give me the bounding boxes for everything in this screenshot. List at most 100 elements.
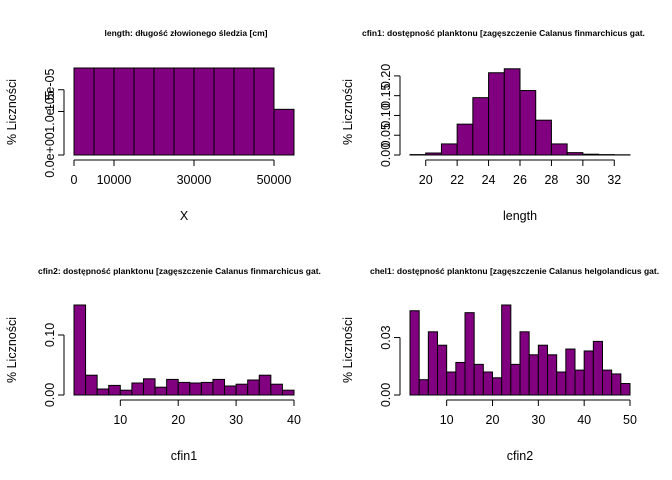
y-tick-label: 0.0e+00 xyxy=(43,132,57,178)
histogram-bar xyxy=(472,97,490,156)
x-tick-label: 50 xyxy=(623,413,637,427)
histogram-panel-4: chel1: dostępność planktonu [zagęszczeni… xyxy=(341,266,659,463)
histogram-bar xyxy=(510,363,521,396)
y-axis-label: % Liczności xyxy=(341,317,355,383)
histogram-bar xyxy=(464,312,475,396)
histogram-bar xyxy=(566,152,584,156)
histogram-bar xyxy=(173,67,195,156)
x-tick-label: 20 xyxy=(419,173,433,187)
y-tick-label: 1.0e-05 xyxy=(43,90,57,132)
histogram-bar xyxy=(131,382,144,396)
histogram-bar xyxy=(611,373,622,396)
histogram-bar xyxy=(73,304,87,396)
histogram-bar xyxy=(213,67,235,156)
x-tick-label: 24 xyxy=(482,173,496,187)
panel-title: cfin2: dostępność planktonu [zagęszczeni… xyxy=(38,266,321,276)
histogram-bar xyxy=(501,304,512,396)
x-tick-label: 50000 xyxy=(257,173,292,187)
x-tick-label: 10 xyxy=(440,413,454,427)
y-tick-label: 1.5e-05 xyxy=(43,69,57,111)
x-tick-label: 10000 xyxy=(97,173,132,187)
histogram-bar xyxy=(93,67,115,156)
histogram-bar xyxy=(456,123,474,156)
histogram-bar xyxy=(592,340,603,396)
histogram-bar xyxy=(582,153,600,156)
y-axis-label: % Liczności xyxy=(5,317,19,383)
x-tick-label: 20 xyxy=(486,413,500,427)
histogram-bar xyxy=(281,389,295,396)
histogram-bar xyxy=(440,143,458,156)
histogram-bar xyxy=(119,389,133,396)
histogram-bar xyxy=(482,371,494,396)
y-tick-label: 0.00 xyxy=(379,383,393,407)
histogram-bar xyxy=(113,67,135,156)
histogram-bar xyxy=(224,385,237,396)
histogram-bar xyxy=(409,310,420,396)
histogram-bar xyxy=(425,152,442,156)
x-axis-label: X xyxy=(180,209,189,223)
x-tick-label: 30 xyxy=(229,413,243,427)
histogram-bar xyxy=(446,371,457,396)
histogram-bar xyxy=(153,67,175,156)
histogram-bar xyxy=(535,119,552,156)
histogram-bar xyxy=(437,344,448,396)
histogram-bar xyxy=(253,67,275,156)
x-tick-label: 40 xyxy=(577,413,591,427)
histogram-bar xyxy=(166,378,179,396)
histogram-bar xyxy=(574,369,585,396)
histogram-bar xyxy=(270,383,283,396)
y-tick-label: 0.00 xyxy=(43,383,57,407)
x-tick-label: 22 xyxy=(450,173,464,187)
histogram-bar xyxy=(189,382,202,396)
histogram-bar xyxy=(547,354,558,396)
histogram-bar xyxy=(519,331,530,396)
histogram-bar xyxy=(133,67,155,156)
histogram-bar xyxy=(556,371,567,396)
histogram-bar xyxy=(200,381,214,396)
histogram-bar xyxy=(503,68,521,156)
histogram-bar xyxy=(620,383,631,396)
y-tick-label: 0.00 xyxy=(379,143,393,167)
x-tick-label: 0 xyxy=(71,173,78,187)
histogram-bar xyxy=(519,90,537,156)
histogram-bar xyxy=(488,72,505,156)
x-tick-label: 30 xyxy=(531,413,545,427)
histogram-bar xyxy=(85,374,98,396)
histogram-bar xyxy=(550,143,568,156)
y-tick-label: 0.03 xyxy=(379,325,393,349)
histogram-bar xyxy=(73,67,95,156)
x-tick-label: 40 xyxy=(287,413,301,427)
histogram-panel-1: length: długość złowionego śledzia [cm] 0… xyxy=(5,28,295,223)
x-tick-label: 10 xyxy=(113,413,127,427)
x-tick-label: 30000 xyxy=(177,173,212,187)
histogram-bar xyxy=(108,384,121,396)
x-tick-label: 26 xyxy=(513,173,527,187)
panel-title: chel1: dostępność planktonu [zagęszczeni… xyxy=(370,266,659,276)
histogram-bar xyxy=(528,354,539,396)
y-tick-label: 0.20 xyxy=(379,64,393,88)
histogram-bar xyxy=(212,378,226,396)
histogram-bar xyxy=(473,363,484,396)
y-tick-label: 0.05 xyxy=(379,123,393,147)
histogram-bar xyxy=(602,369,613,396)
histogram-bar xyxy=(418,379,429,396)
histogram-bar xyxy=(247,379,260,396)
y-tick-label: 0.10 xyxy=(379,103,393,127)
panel-title: cfin1: dostępność planktonu [zagęszczeni… xyxy=(362,28,645,38)
y-tick-label: 0.10 xyxy=(43,323,57,347)
x-tick-label: 28 xyxy=(544,173,558,187)
histogram-panel-3: cfin2: dostępność planktonu [zagęszczeni… xyxy=(5,266,321,463)
histogram-bar xyxy=(492,377,503,396)
histogram-bar xyxy=(235,383,249,396)
histogram-bar xyxy=(258,374,272,396)
histogram-bar xyxy=(193,67,215,156)
histogram-bar xyxy=(154,386,168,396)
x-axis-label: cfin1 xyxy=(171,449,197,463)
y-tick-label: 0.15 xyxy=(379,83,393,107)
histogram-bar xyxy=(537,344,548,396)
x-tick-label: 32 xyxy=(607,173,621,187)
x-tick-label: 20 xyxy=(171,413,185,427)
histogram-bar xyxy=(233,67,255,156)
histogram-bar xyxy=(427,331,439,396)
histogram-bar xyxy=(565,348,576,396)
